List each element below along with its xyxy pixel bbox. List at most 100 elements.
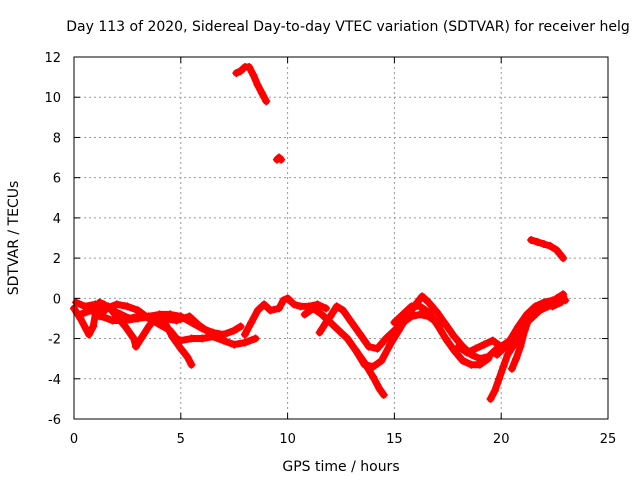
data-point [187, 360, 196, 369]
data-point [518, 322, 527, 331]
data-point [343, 334, 352, 343]
data-point [433, 320, 442, 329]
data-point [416, 310, 425, 319]
data-point [89, 322, 98, 331]
data-point [108, 316, 117, 325]
x-tick-label: 15 [386, 432, 403, 447]
data-point [283, 294, 292, 303]
data-point [552, 294, 561, 303]
data-point [394, 326, 403, 335]
x-tick-label: 5 [177, 432, 185, 447]
data-point [275, 304, 284, 313]
data-point [351, 346, 360, 355]
data-point [183, 352, 192, 361]
data-point [369, 372, 378, 381]
x-tick-label: 20 [493, 432, 510, 447]
data-point [539, 240, 548, 249]
data-point [512, 354, 521, 363]
data-point [398, 310, 407, 319]
data-point [87, 306, 96, 315]
data-point [84, 330, 93, 339]
data-point [104, 302, 113, 311]
data-point [495, 374, 504, 383]
data-point [240, 330, 249, 339]
x-axis-title: GPS time / hours [282, 459, 399, 475]
data-point [134, 306, 143, 315]
data-point [80, 302, 89, 311]
data-point [360, 360, 369, 369]
data-point [159, 314, 168, 323]
data-point [463, 348, 472, 357]
data-point [332, 302, 341, 311]
data-point [123, 302, 132, 311]
data-point [322, 318, 331, 327]
data-point [219, 336, 228, 345]
data-point [559, 290, 568, 299]
data-point [326, 312, 335, 321]
data-point [97, 312, 106, 321]
data-point [433, 308, 442, 317]
data-point [168, 332, 177, 341]
data-point [386, 340, 395, 349]
plot-frame [73, 56, 609, 420]
series-trace-n [232, 63, 271, 106]
data-point [546, 242, 555, 251]
data-point [144, 322, 153, 331]
y-tick-label: 6 [53, 172, 61, 187]
data-point [253, 81, 262, 90]
data-point [257, 89, 266, 98]
x-tick-label: 0 [70, 432, 78, 447]
y-tick-label: 4 [53, 212, 61, 227]
data-point [245, 63, 254, 72]
data-point [364, 342, 373, 351]
data-point [185, 312, 194, 321]
data-layer [70, 63, 570, 403]
y-tick-label: -2 [48, 333, 61, 348]
data-point [251, 334, 260, 343]
data-point [309, 304, 318, 313]
data-point [230, 326, 239, 335]
data-point [369, 362, 378, 371]
y-tick-label: 0 [53, 292, 61, 307]
data-point [379, 390, 388, 399]
y-tick-label: -4 [48, 373, 61, 388]
data-point [208, 332, 217, 341]
data-point [260, 300, 269, 309]
data-point [527, 236, 536, 245]
data-point [450, 346, 459, 355]
data-point [377, 356, 386, 365]
data-point [424, 308, 433, 317]
data-point [76, 310, 85, 319]
data-point [266, 306, 275, 315]
data-point [262, 97, 271, 106]
chart-title: Day 113 of 2020, Sidereal Day-to-day VTE… [66, 19, 629, 35]
data-point [146, 312, 155, 321]
data-point [315, 328, 324, 337]
data-point [172, 316, 181, 325]
data-point [492, 350, 501, 359]
data-point [247, 318, 256, 327]
y-tick-label: -6 [48, 413, 61, 428]
x-tick-labels: 0 5 10 15 20 25 [70, 432, 616, 447]
data-point [356, 330, 365, 339]
data-point [322, 304, 331, 313]
data-point [339, 306, 348, 315]
data-point [236, 322, 245, 331]
data-point [454, 342, 463, 351]
data-point [544, 302, 553, 311]
data-point [300, 310, 309, 319]
series-trace-d [76, 306, 211, 335]
series-trace-h [351, 292, 501, 371]
data-point [193, 320, 202, 329]
data-point [516, 342, 525, 351]
data-point [202, 326, 211, 335]
data-point [503, 350, 512, 359]
x-tick-label: 25 [600, 432, 617, 447]
data-point [390, 318, 399, 327]
data-point [313, 300, 322, 309]
data-point [134, 314, 143, 323]
data-point [232, 69, 241, 78]
data-point [279, 296, 288, 305]
data-point [334, 326, 343, 335]
y-tick-label: 2 [53, 252, 61, 267]
